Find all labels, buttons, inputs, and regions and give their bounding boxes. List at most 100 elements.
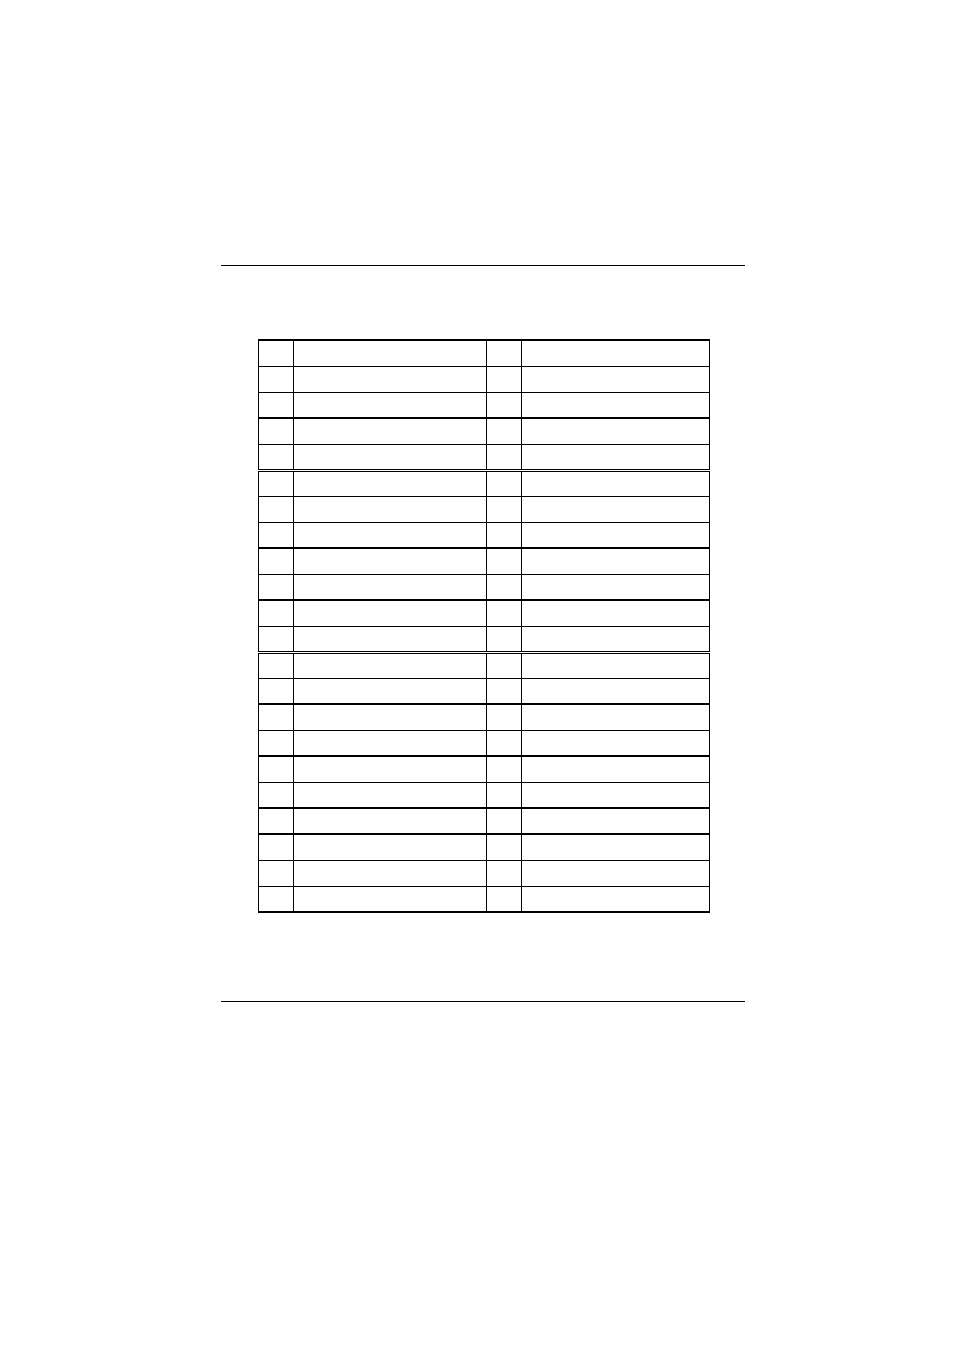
data-table xyxy=(258,339,710,913)
table-cell xyxy=(294,340,486,366)
table-cell xyxy=(259,756,294,782)
table-cell xyxy=(259,808,294,834)
table-row xyxy=(259,418,710,444)
table-cell xyxy=(486,366,521,392)
table-row xyxy=(259,496,710,522)
table-cell xyxy=(259,782,294,808)
table-cell xyxy=(486,340,521,366)
table-cell xyxy=(486,600,521,626)
table-cell xyxy=(486,392,521,418)
table-cell xyxy=(294,392,486,418)
table-row xyxy=(259,860,710,886)
table-row xyxy=(259,470,710,496)
horizontal-rule-top xyxy=(221,265,745,266)
table-cell xyxy=(521,340,709,366)
table-row xyxy=(259,834,710,860)
table-cell xyxy=(294,548,486,574)
table-cell xyxy=(521,444,709,470)
table-cell xyxy=(486,626,521,652)
table-cell xyxy=(486,834,521,860)
table-row xyxy=(259,392,710,418)
table-cell xyxy=(294,886,486,912)
table-row xyxy=(259,366,710,392)
table-cell xyxy=(294,600,486,626)
table-cell xyxy=(259,834,294,860)
table-cell xyxy=(294,860,486,886)
table-cell xyxy=(259,600,294,626)
table-cell xyxy=(294,834,486,860)
table-row xyxy=(259,444,710,470)
table-cell xyxy=(521,808,709,834)
table-cell xyxy=(486,548,521,574)
table-row xyxy=(259,626,710,652)
table-cell xyxy=(521,756,709,782)
table-cell xyxy=(294,678,486,704)
table-row xyxy=(259,574,710,600)
table-cell xyxy=(486,418,521,444)
table-cell xyxy=(294,444,486,470)
table-row xyxy=(259,886,710,912)
table-cell xyxy=(259,522,294,548)
table-row xyxy=(259,600,710,626)
table-cell xyxy=(521,886,709,912)
table-cell xyxy=(259,730,294,756)
table-cell xyxy=(259,340,294,366)
table-row xyxy=(259,756,710,782)
table-cell xyxy=(294,704,486,730)
table-cell xyxy=(521,496,709,522)
table-cell xyxy=(259,886,294,912)
table-cell xyxy=(521,782,709,808)
table-row xyxy=(259,782,710,808)
table-cell xyxy=(259,496,294,522)
table-cell xyxy=(259,366,294,392)
table-row xyxy=(259,704,710,730)
table-cell xyxy=(486,730,521,756)
empty-table xyxy=(258,339,710,913)
table-cell xyxy=(521,600,709,626)
table-cell xyxy=(294,470,486,496)
table-cell xyxy=(521,366,709,392)
table-cell xyxy=(259,444,294,470)
table-cell xyxy=(521,522,709,548)
table-cell xyxy=(259,574,294,600)
table-cell xyxy=(294,652,486,678)
table-cell xyxy=(259,652,294,678)
table-cell xyxy=(294,522,486,548)
table-cell xyxy=(294,626,486,652)
table-cell xyxy=(294,496,486,522)
table-cell xyxy=(486,574,521,600)
table-cell xyxy=(486,782,521,808)
table-cell xyxy=(486,678,521,704)
table-cell xyxy=(521,704,709,730)
horizontal-rule-bottom xyxy=(221,1001,745,1002)
table-cell xyxy=(259,470,294,496)
table-row xyxy=(259,730,710,756)
table-row xyxy=(259,548,710,574)
table-cell xyxy=(486,496,521,522)
table-cell xyxy=(259,418,294,444)
table-cell xyxy=(486,756,521,782)
table-cell xyxy=(259,704,294,730)
table-cell xyxy=(259,860,294,886)
table-cell xyxy=(521,652,709,678)
table-cell xyxy=(521,678,709,704)
table-cell xyxy=(521,860,709,886)
table-cell xyxy=(521,418,709,444)
table-cell xyxy=(521,626,709,652)
table-cell xyxy=(486,808,521,834)
table-cell xyxy=(521,392,709,418)
table-cell xyxy=(294,418,486,444)
table-row xyxy=(259,678,710,704)
table-cell xyxy=(486,860,521,886)
table-cell xyxy=(294,730,486,756)
table-cell xyxy=(259,548,294,574)
table-row xyxy=(259,652,710,678)
table-cell xyxy=(486,652,521,678)
table-cell xyxy=(486,444,521,470)
table-cell xyxy=(486,704,521,730)
table-cell xyxy=(521,834,709,860)
table-cell xyxy=(521,574,709,600)
table-cell xyxy=(486,886,521,912)
table-cell xyxy=(259,392,294,418)
table-cell xyxy=(294,574,486,600)
